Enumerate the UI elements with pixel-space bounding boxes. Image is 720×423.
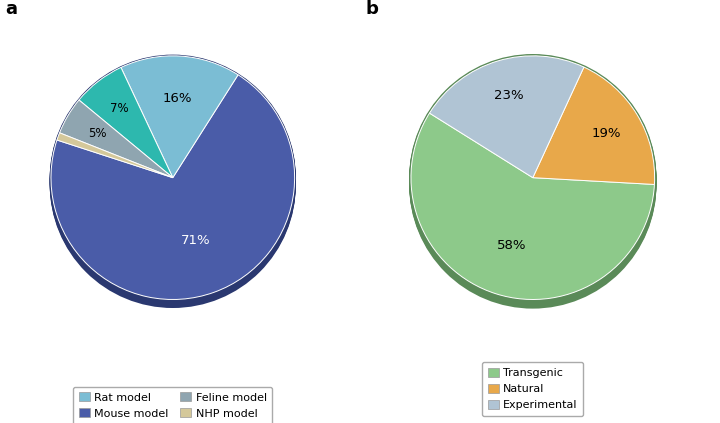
Circle shape <box>50 61 296 307</box>
Circle shape <box>409 61 657 309</box>
Text: b: b <box>365 0 378 18</box>
Wedge shape <box>411 113 654 299</box>
Wedge shape <box>533 67 654 184</box>
Circle shape <box>50 55 296 301</box>
Wedge shape <box>57 133 173 178</box>
Text: 19%: 19% <box>591 127 621 140</box>
Text: 16%: 16% <box>163 92 192 105</box>
Circle shape <box>409 56 657 303</box>
Text: 58%: 58% <box>497 239 526 252</box>
Circle shape <box>50 62 296 308</box>
Wedge shape <box>430 56 584 178</box>
Legend: Transgenic, Natural, Experimental: Transgenic, Natural, Experimental <box>482 362 583 416</box>
Circle shape <box>409 54 657 301</box>
Circle shape <box>409 57 657 305</box>
Wedge shape <box>60 100 173 178</box>
Circle shape <box>409 58 657 305</box>
Circle shape <box>50 59 296 305</box>
Circle shape <box>409 59 657 307</box>
Text: 71%: 71% <box>181 234 210 247</box>
Wedge shape <box>51 75 294 299</box>
Text: 5%: 5% <box>88 126 107 140</box>
Circle shape <box>50 56 296 302</box>
Circle shape <box>409 55 657 302</box>
Circle shape <box>50 58 296 304</box>
Circle shape <box>409 60 657 308</box>
Circle shape <box>50 57 296 303</box>
Text: 23%: 23% <box>494 89 523 102</box>
Circle shape <box>50 60 296 306</box>
Text: a: a <box>5 0 17 18</box>
Text: 7%: 7% <box>109 102 128 115</box>
Wedge shape <box>79 67 173 178</box>
Wedge shape <box>121 56 238 178</box>
Legend: Rat model, Mouse model, Canine model, Feline model, NHP model: Rat model, Mouse model, Canine model, Fe… <box>73 387 272 423</box>
